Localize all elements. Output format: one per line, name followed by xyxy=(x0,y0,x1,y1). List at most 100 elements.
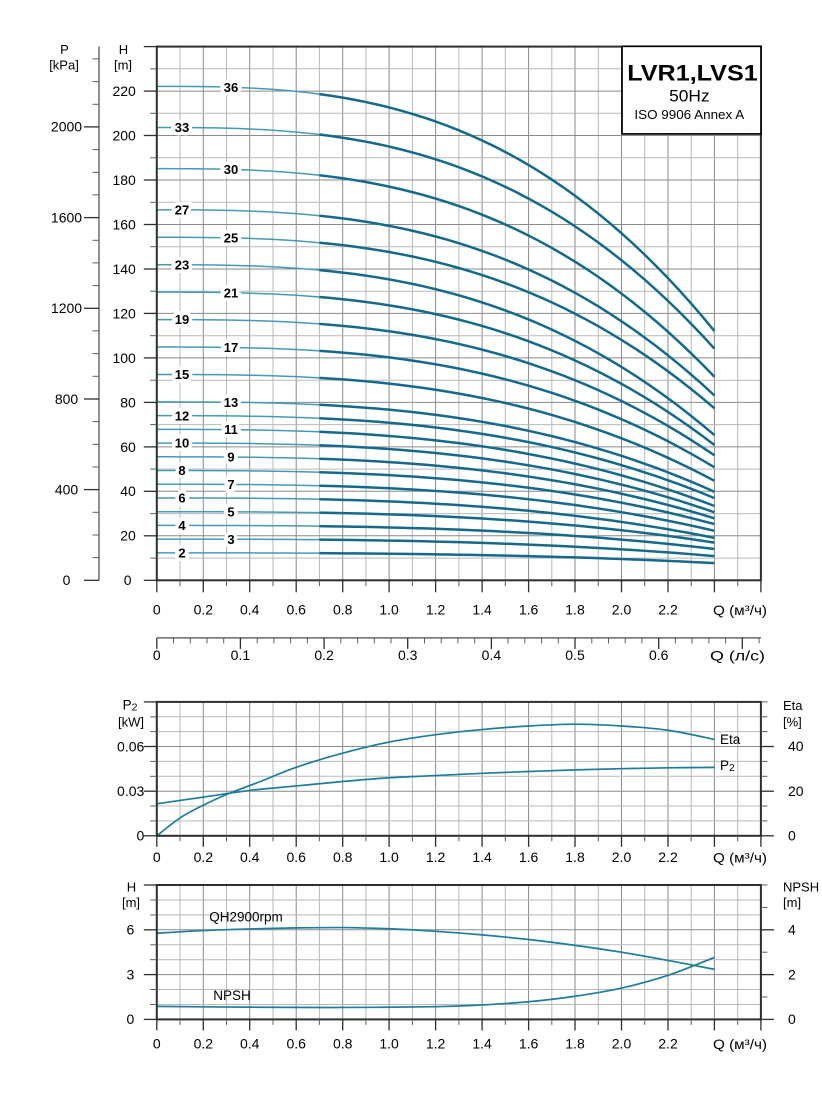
svg-text:0.03: 0.03 xyxy=(117,783,144,799)
svg-text:1600: 1600 xyxy=(51,209,82,225)
svg-text:0: 0 xyxy=(137,828,145,844)
svg-text:Q (м³/ч): Q (м³/ч) xyxy=(713,602,767,618)
svg-text:0.2: 0.2 xyxy=(194,1035,214,1051)
svg-text:1.6: 1.6 xyxy=(519,1035,539,1051)
svg-text:0.1: 0.1 xyxy=(231,647,251,663)
svg-text:19: 19 xyxy=(175,312,189,327)
svg-text:H: H xyxy=(127,880,136,895)
svg-text:1.0: 1.0 xyxy=(379,849,399,865)
svg-text:LVR1,LVS1: LVR1,LVS1 xyxy=(627,61,758,86)
svg-text:0: 0 xyxy=(153,601,161,617)
svg-text:Eta: Eta xyxy=(720,732,741,747)
svg-text:20: 20 xyxy=(788,783,804,799)
svg-text:400: 400 xyxy=(55,481,79,497)
svg-text:0: 0 xyxy=(153,849,161,865)
svg-text:140: 140 xyxy=(112,261,136,277)
svg-text:0.06: 0.06 xyxy=(117,738,144,754)
svg-text:7: 7 xyxy=(227,477,234,492)
svg-text:2.2: 2.2 xyxy=(658,601,678,617)
svg-text:21: 21 xyxy=(224,285,238,300)
svg-text:33: 33 xyxy=(175,120,189,135)
svg-text:P2: P2 xyxy=(123,698,138,714)
svg-text:6: 6 xyxy=(127,922,135,938)
svg-text:10: 10 xyxy=(175,436,189,451)
svg-text:17: 17 xyxy=(224,340,238,355)
svg-text:180: 180 xyxy=(112,172,136,188)
svg-text:0.2: 0.2 xyxy=(194,601,214,617)
svg-text:[m]: [m] xyxy=(114,57,132,72)
svg-text:0.6: 0.6 xyxy=(649,647,669,663)
svg-text:0: 0 xyxy=(788,828,796,844)
svg-text:23: 23 xyxy=(175,257,189,272)
svg-text:0.3: 0.3 xyxy=(398,647,418,663)
svg-text:80: 80 xyxy=(120,394,136,410)
svg-text:0: 0 xyxy=(788,1011,796,1027)
svg-text:1.2: 1.2 xyxy=(426,849,446,865)
svg-text:1.4: 1.4 xyxy=(472,601,492,617)
svg-text:160: 160 xyxy=(112,216,136,232)
svg-text:20: 20 xyxy=(120,528,136,544)
svg-text:0: 0 xyxy=(127,1011,135,1027)
svg-text:2000: 2000 xyxy=(51,119,82,135)
svg-text:50Hz: 50Hz xyxy=(669,88,710,106)
svg-text:0.6: 0.6 xyxy=(286,1035,306,1051)
svg-text:0.4: 0.4 xyxy=(482,647,502,663)
svg-text:40: 40 xyxy=(788,738,804,754)
svg-text:0.2: 0.2 xyxy=(194,849,214,865)
svg-text:Eta: Eta xyxy=(783,698,803,713)
svg-text:2.2: 2.2 xyxy=(658,849,678,865)
svg-text:2: 2 xyxy=(788,966,796,982)
svg-text:4: 4 xyxy=(178,518,186,533)
svg-text:11: 11 xyxy=(224,422,238,437)
svg-text:1.8: 1.8 xyxy=(565,849,585,865)
svg-text:15: 15 xyxy=(175,367,189,382)
svg-text:H: H xyxy=(119,42,128,57)
svg-text:27: 27 xyxy=(175,203,189,218)
svg-text:1.0: 1.0 xyxy=(379,1035,399,1051)
svg-text:NPSH: NPSH xyxy=(213,988,251,1003)
svg-text:Q (м³/ч): Q (м³/ч) xyxy=(713,850,767,866)
svg-text:Q (м³/ч): Q (м³/ч) xyxy=(713,1036,767,1052)
svg-text:2.0: 2.0 xyxy=(612,1035,632,1051)
svg-text:[%]: [%] xyxy=(783,715,802,730)
svg-text:0.4: 0.4 xyxy=(240,601,260,617)
svg-text:12: 12 xyxy=(175,408,189,423)
svg-text:100: 100 xyxy=(112,350,136,366)
svg-text:0: 0 xyxy=(63,572,71,588)
svg-text:[kPa]: [kPa] xyxy=(49,57,79,72)
svg-text:1.6: 1.6 xyxy=(519,601,539,617)
svg-text:P2: P2 xyxy=(720,758,735,774)
svg-text:9: 9 xyxy=(227,450,234,465)
svg-text:NPSH: NPSH xyxy=(783,880,819,895)
svg-text:3: 3 xyxy=(227,532,234,547)
svg-text:25: 25 xyxy=(224,231,238,246)
svg-text:1.4: 1.4 xyxy=(472,849,492,865)
svg-text:QH2900rpm: QH2900rpm xyxy=(209,910,283,925)
svg-text:P: P xyxy=(60,42,69,57)
svg-text:2.2: 2.2 xyxy=(658,1035,678,1051)
svg-text:1.8: 1.8 xyxy=(565,601,585,617)
svg-text:0.6: 0.6 xyxy=(286,601,306,617)
svg-text:0: 0 xyxy=(124,572,132,588)
svg-text:1.2: 1.2 xyxy=(426,601,446,617)
svg-text:1.4: 1.4 xyxy=(472,1035,492,1051)
svg-text:0.4: 0.4 xyxy=(240,849,260,865)
svg-text:36: 36 xyxy=(224,80,238,95)
svg-text:13: 13 xyxy=(224,395,238,410)
svg-text:0.8: 0.8 xyxy=(333,601,353,617)
svg-text:6: 6 xyxy=(178,491,185,506)
svg-text:[kW]: [kW] xyxy=(118,715,144,730)
svg-text:8: 8 xyxy=(178,463,185,478)
svg-text:2.0: 2.0 xyxy=(612,849,632,865)
svg-text:40: 40 xyxy=(120,483,136,499)
svg-text:1200: 1200 xyxy=(51,300,82,316)
svg-text:30: 30 xyxy=(224,162,238,177)
svg-text:1.2: 1.2 xyxy=(426,1035,446,1051)
svg-text:ISO 9906 Annex A: ISO 9906 Annex A xyxy=(634,107,744,122)
svg-text:0.4: 0.4 xyxy=(240,1035,260,1051)
svg-text:0: 0 xyxy=(153,647,161,663)
svg-text:2.0: 2.0 xyxy=(612,601,632,617)
svg-text:800: 800 xyxy=(55,391,79,407)
svg-text:1.8: 1.8 xyxy=(565,1035,585,1051)
svg-text:2: 2 xyxy=(178,546,185,561)
